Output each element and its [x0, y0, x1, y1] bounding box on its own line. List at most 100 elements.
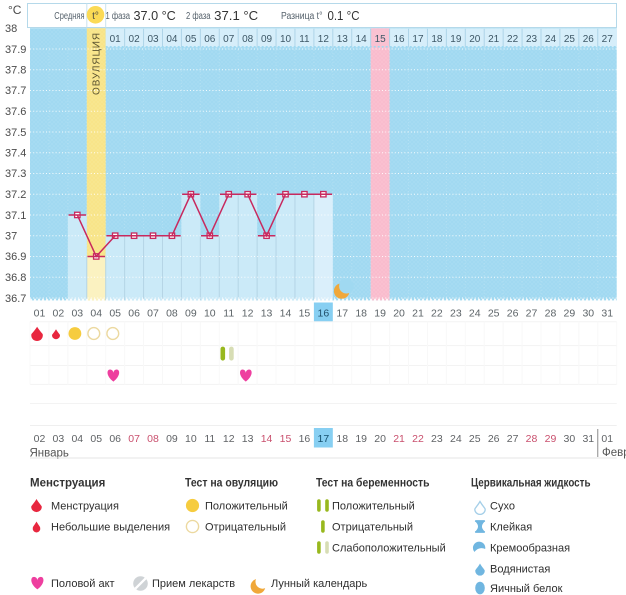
svg-text:23: 23 [450, 308, 462, 320]
svg-text:14: 14 [280, 308, 292, 320]
svg-text:30: 30 [582, 308, 594, 320]
svg-text:06: 06 [109, 433, 121, 445]
svg-text:Слабоположительный: Слабоположительный [332, 543, 446, 555]
svg-text:05: 05 [90, 433, 102, 445]
svg-text:Кремообразная: Кремообразная [490, 543, 570, 555]
svg-text:02: 02 [129, 34, 141, 45]
svg-text:05: 05 [109, 308, 121, 320]
svg-text:22: 22 [507, 34, 519, 45]
svg-text:10: 10 [204, 308, 216, 320]
svg-text:Яичный белок: Яичный белок [490, 583, 563, 595]
svg-text:08: 08 [166, 308, 178, 320]
svg-text:25: 25 [488, 308, 500, 320]
svg-text:16: 16 [318, 308, 330, 320]
svg-text:Разница t°: Разница t° [281, 11, 323, 22]
svg-text:24: 24 [469, 308, 481, 320]
svg-text:37: 37 [5, 231, 17, 243]
svg-text:08: 08 [242, 34, 254, 45]
svg-text:12: 12 [318, 34, 330, 45]
svg-text:ОВУЛЯЦИЯ: ОВУЛЯЦИЯ [91, 32, 102, 95]
svg-text:29: 29 [564, 308, 576, 320]
svg-text:37.2: 37.2 [5, 189, 26, 201]
svg-text:12: 12 [242, 308, 254, 320]
svg-text:Отрицательный: Отрицательный [332, 522, 413, 534]
svg-text:09: 09 [166, 433, 178, 445]
svg-text:Тест на беременность: Тест на беременность [316, 478, 430, 490]
svg-text:05: 05 [185, 34, 197, 45]
svg-text:04: 04 [71, 433, 83, 445]
svg-text:Средняя: Средняя [54, 11, 84, 22]
svg-text:03: 03 [53, 433, 65, 445]
svg-text:04: 04 [90, 308, 102, 320]
svg-text:15: 15 [375, 34, 387, 45]
svg-text:37.5: 37.5 [5, 127, 26, 139]
svg-text:36.8: 36.8 [5, 272, 26, 284]
svg-text:Положительный: Положительный [205, 501, 288, 513]
svg-text:38: 38 [5, 23, 17, 35]
svg-text:02: 02 [53, 308, 65, 320]
svg-text:10: 10 [185, 433, 197, 445]
svg-text:Половой акт: Половой акт [51, 578, 115, 590]
svg-text:27: 27 [602, 34, 614, 45]
svg-text:37.8: 37.8 [5, 65, 26, 77]
svg-text:37.9: 37.9 [5, 44, 26, 56]
svg-text:02: 02 [34, 433, 46, 445]
svg-text:01: 01 [601, 433, 613, 445]
svg-text:0.1 °C: 0.1 °C [328, 8, 360, 23]
svg-text:13: 13 [261, 308, 273, 320]
svg-text:09: 09 [185, 308, 197, 320]
svg-text:37.4: 37.4 [5, 148, 26, 160]
svg-text:20: 20 [393, 308, 405, 320]
svg-text:25: 25 [564, 34, 576, 45]
svg-text:20: 20 [469, 34, 481, 45]
svg-text:Сухо: Сухо [490, 501, 515, 513]
svg-text:Февраль: Февраль [602, 447, 626, 459]
svg-text:14: 14 [261, 433, 273, 445]
svg-text:31: 31 [601, 308, 613, 320]
svg-text:17: 17 [412, 34, 424, 45]
svg-text:11: 11 [299, 34, 310, 45]
svg-text:04: 04 [166, 34, 178, 45]
svg-text:21: 21 [393, 433, 405, 445]
svg-text:24: 24 [450, 433, 462, 445]
svg-text:15: 15 [299, 308, 311, 320]
svg-text:10: 10 [280, 34, 292, 45]
svg-text:36.7: 36.7 [5, 293, 26, 305]
svg-text:37.3: 37.3 [5, 168, 26, 180]
svg-text:29: 29 [545, 433, 557, 445]
svg-text:19: 19 [355, 433, 367, 445]
svg-text:Водянистая: Водянистая [490, 564, 550, 576]
svg-text:21: 21 [412, 308, 424, 320]
svg-text:16: 16 [299, 433, 311, 445]
svg-text:22: 22 [412, 433, 424, 445]
svg-text:31: 31 [582, 433, 594, 445]
svg-text:37.1: 37.1 [5, 210, 26, 222]
svg-text:2 фаза: 2 фаза [186, 10, 211, 22]
svg-text:08: 08 [147, 433, 159, 445]
svg-text:27: 27 [526, 308, 538, 320]
svg-text:22: 22 [431, 308, 443, 320]
svg-text:20: 20 [374, 433, 386, 445]
svg-text:01: 01 [34, 308, 46, 320]
svg-text:14: 14 [356, 34, 368, 45]
svg-text:07: 07 [147, 308, 159, 320]
svg-text:Прием лекарств: Прием лекарств [152, 578, 235, 590]
svg-text:11: 11 [204, 433, 215, 445]
svg-text:Отрицательный: Отрицательный [205, 522, 286, 534]
svg-text:06: 06 [128, 308, 140, 320]
svg-text:03: 03 [147, 34, 159, 45]
svg-text:13: 13 [242, 433, 254, 445]
svg-text:37.7: 37.7 [5, 85, 26, 97]
svg-text:Менструация: Менструация [30, 478, 105, 490]
svg-text:Январь: Январь [30, 448, 69, 460]
svg-text:13: 13 [337, 34, 349, 45]
svg-text:t°: t° [92, 11, 99, 22]
svg-text:36.9: 36.9 [5, 251, 26, 263]
svg-text:°C: °C [8, 3, 22, 17]
svg-text:Тест на овуляцию: Тест на овуляцию [185, 478, 278, 490]
svg-text:28: 28 [545, 308, 557, 320]
svg-text:03: 03 [71, 308, 83, 320]
svg-text:09: 09 [261, 34, 273, 45]
svg-text:18: 18 [336, 433, 348, 445]
svg-text:24: 24 [545, 34, 557, 45]
